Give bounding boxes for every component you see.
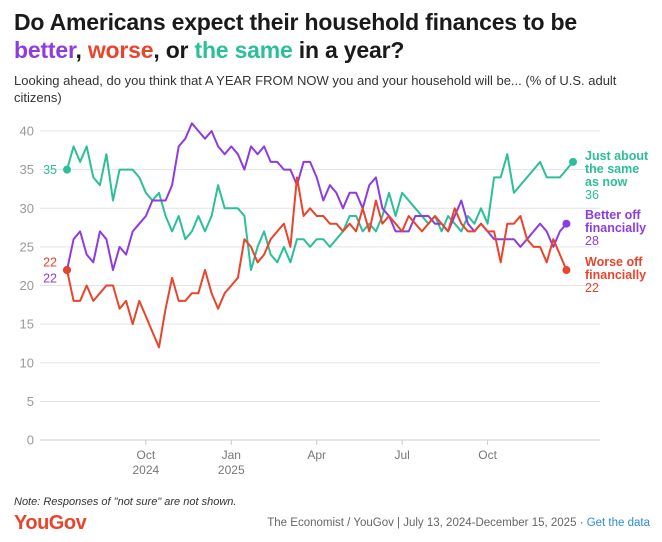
title-better: better <box>14 37 76 63</box>
yougov-logo: YouGov <box>14 512 87 534</box>
source-text: The Economist / YouGov | July 13, 2024-D… <box>267 517 584 529</box>
x-tick-label: Jan <box>222 448 241 462</box>
end-value-better: 28 <box>585 234 599 248</box>
title-sep1: , <box>75 37 88 63</box>
start-value-same: 35 <box>43 163 57 177</box>
end-label-worse: Worse off <box>585 255 643 269</box>
end-label-same: Just about <box>585 149 649 163</box>
title-line1: Do Americans expect their household fina… <box>14 9 578 35</box>
x-tick-label: Jul <box>394 448 409 462</box>
end-label-same: as now <box>585 175 628 189</box>
y-tick-label: 30 <box>20 201 34 216</box>
title-tail: in a year? <box>292 37 405 63</box>
x-tick-label: Oct <box>137 448 156 462</box>
end-label-same: the same <box>585 162 639 176</box>
y-tick-label: 25 <box>20 239 34 254</box>
end-label-better: Better off <box>585 208 641 222</box>
y-tick-label: 40 <box>20 124 34 139</box>
y-tick-label: 20 <box>20 278 34 293</box>
start-dot-worse <box>63 266 71 275</box>
y-tick-label: 10 <box>20 355 34 370</box>
y-tick-label: 15 <box>20 317 34 332</box>
source-line: The Economist / YouGov | July 13, 2024-D… <box>267 517 650 529</box>
end-value-worse: 22 <box>585 281 599 295</box>
y-tick-label: 35 <box>20 162 34 177</box>
end-value-same: 36 <box>585 188 599 202</box>
end-label-better: financially <box>585 221 646 235</box>
y-tick-label: 0 <box>27 433 34 448</box>
series-line-worse <box>66 176 568 349</box>
x-tick-label-year: 2024 <box>133 463 160 477</box>
get-data-link[interactable]: Get the data <box>586 517 650 529</box>
start-dot-same <box>63 165 71 174</box>
end-dot-same <box>569 157 577 166</box>
chart-note: Note: Responses of "not sure" are not sh… <box>14 496 237 508</box>
series-line-same <box>66 145 574 271</box>
title-same: the same <box>194 37 293 63</box>
end-label-worse: financially <box>585 268 646 282</box>
end-dot-worse <box>562 266 571 275</box>
start-value-better: 22 <box>43 272 57 286</box>
x-tick-label: Oct <box>478 448 497 462</box>
title-sep2: , or <box>153 37 195 63</box>
x-tick-label: Apr <box>307 448 326 462</box>
y-tick-label: 5 <box>27 394 34 409</box>
end-dot-better <box>562 219 571 228</box>
chart-subtitle: Looking ahead, do you think that A YEAR … <box>14 73 617 105</box>
start-value-worse: 22 <box>43 256 57 270</box>
x-tick-label-year: 2025 <box>218 463 245 477</box>
title-worse: worse <box>87 37 154 63</box>
chart-title: Do Americans expect their household fina… <box>14 8 654 64</box>
